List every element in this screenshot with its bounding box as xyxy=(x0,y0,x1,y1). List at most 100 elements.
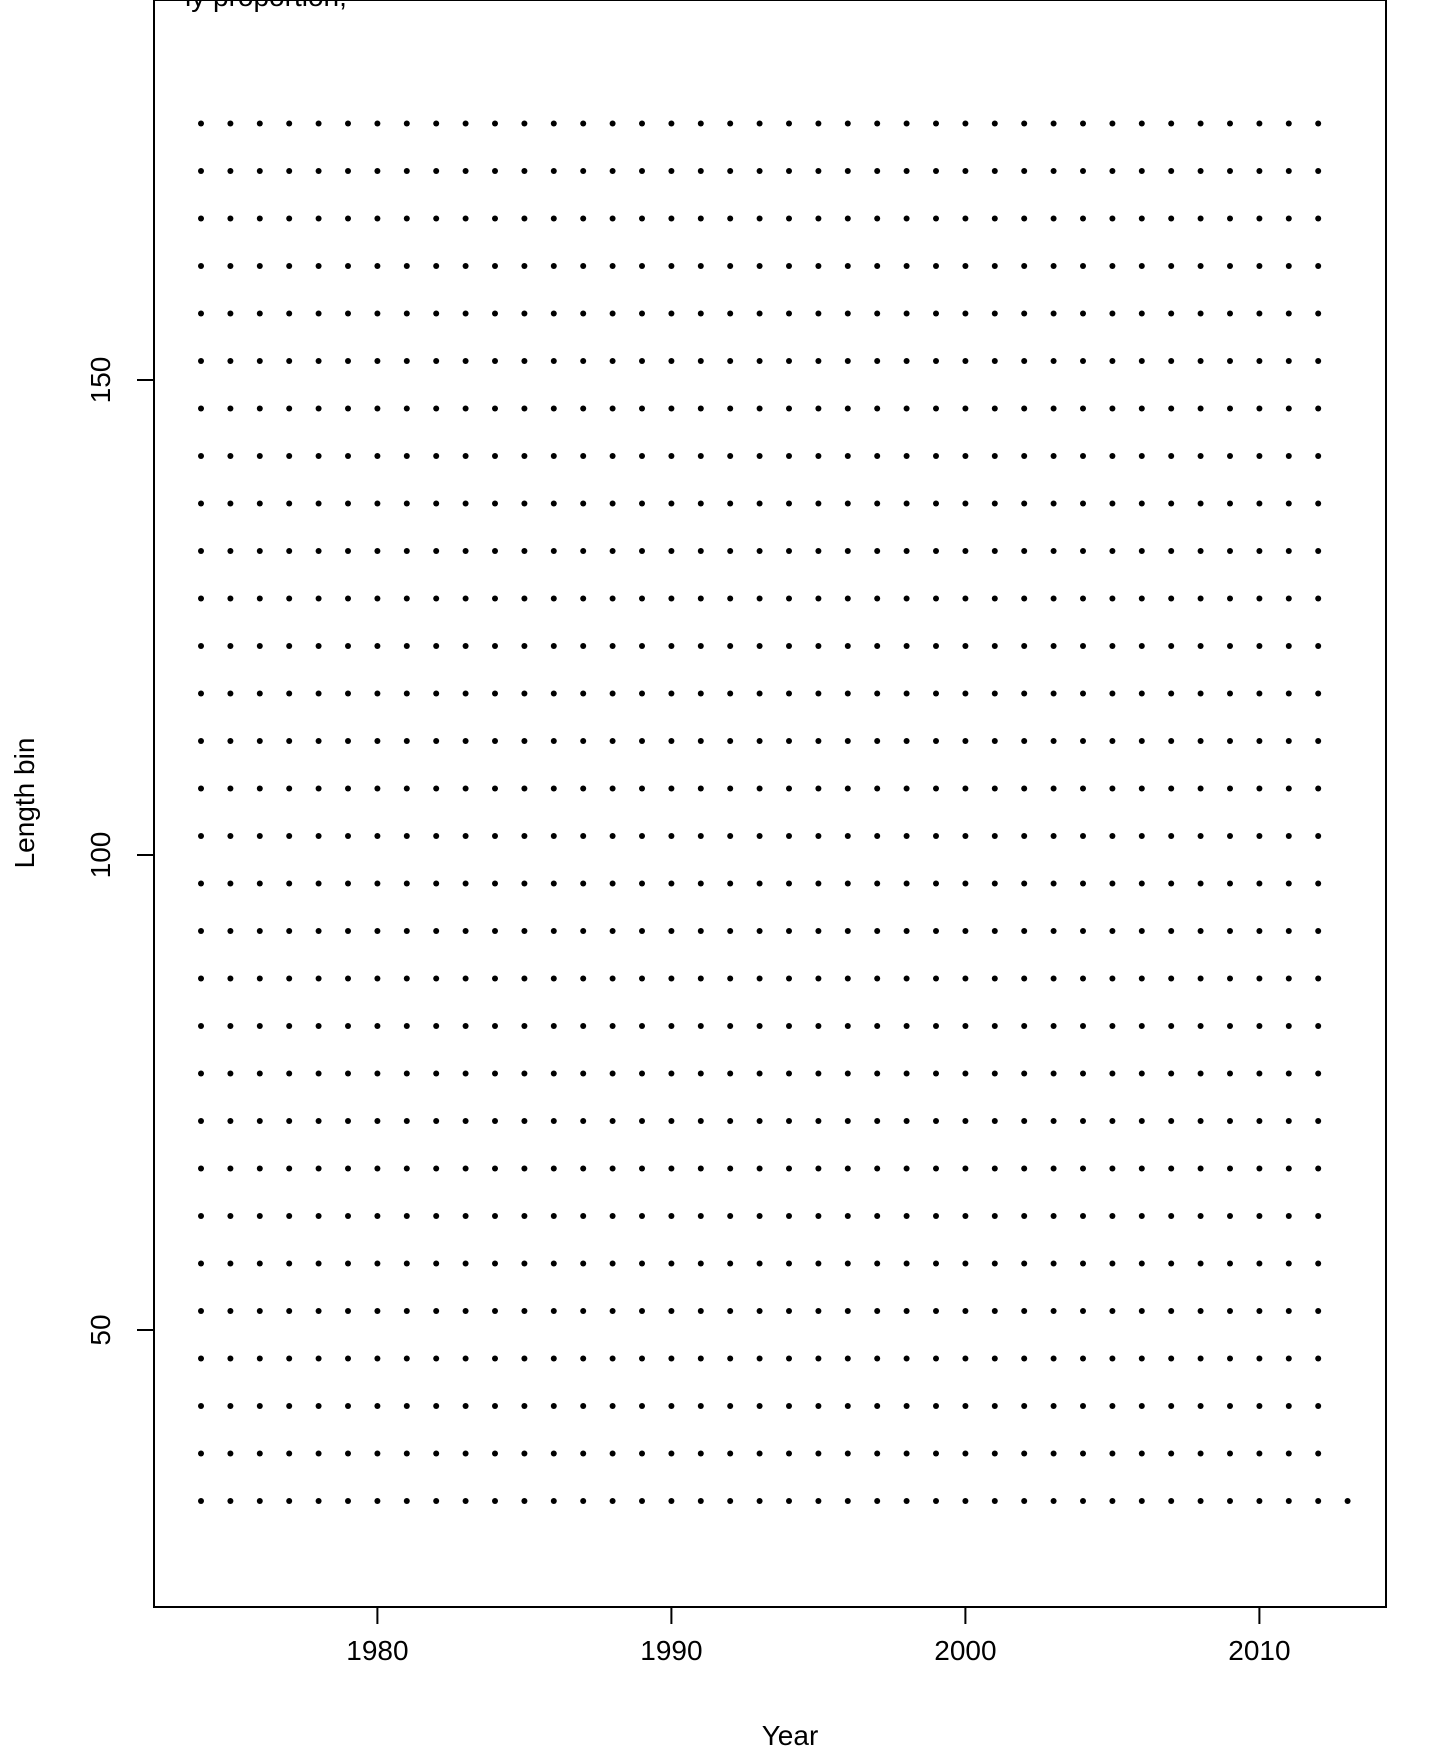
bubble-2009-172 xyxy=(1227,168,1233,174)
bubble-1995-167 xyxy=(815,215,822,222)
bubble-1980-57 xyxy=(374,1260,381,1267)
bubble-1995-92 xyxy=(815,928,822,934)
bubble-1987-77 xyxy=(580,1070,587,1077)
bubble-2003-117 xyxy=(1050,690,1057,697)
bubble-2009-177 xyxy=(1227,120,1233,127)
bubble-1997-107 xyxy=(874,785,881,792)
bubble-1995-102 xyxy=(815,833,822,839)
bubble-1981-82 xyxy=(403,1023,410,1029)
bubble-2003-172 xyxy=(1050,168,1057,174)
bubble-1986-132 xyxy=(550,548,557,554)
bubble-2005-102 xyxy=(1109,833,1116,839)
bubble-2008-152 xyxy=(1197,358,1204,364)
bubble-1991-82 xyxy=(697,1023,704,1029)
bubble-1975-167 xyxy=(227,215,234,222)
bubble-2005-157 xyxy=(1109,310,1116,317)
bubble-2000-42 xyxy=(962,1403,969,1409)
bubble-1984-32 xyxy=(492,1498,498,1504)
bubble-1983-157 xyxy=(462,310,469,317)
bubble-2005-67 xyxy=(1109,1165,1116,1172)
bubble-1984-82 xyxy=(492,1023,498,1029)
bubble-1995-172 xyxy=(815,168,822,174)
bubble-2007-52 xyxy=(1168,1308,1175,1314)
bubble-2007-47 xyxy=(1168,1355,1175,1362)
bubble-1976-112 xyxy=(256,738,263,744)
bubble-2000-142 xyxy=(962,453,969,459)
bubble-1986-137 xyxy=(550,500,557,507)
bubble-1997-132 xyxy=(874,548,881,554)
bubble-1995-107 xyxy=(815,785,822,792)
bubble-1990-177 xyxy=(668,120,675,127)
bubble-1974-147 xyxy=(198,405,204,412)
bubble-2001-82 xyxy=(991,1023,998,1029)
bubble-1987-52 xyxy=(580,1308,587,1314)
bubble-1974-82 xyxy=(198,1023,204,1029)
bubble-1980-152 xyxy=(374,358,381,364)
bubble-1988-97 xyxy=(609,880,616,887)
bubble-1975-97 xyxy=(227,880,234,887)
bubble-2011-87 xyxy=(1285,975,1292,982)
bubble-1976-142 xyxy=(256,453,263,459)
bubble-1998-177 xyxy=(903,120,910,127)
bubble-1984-137 xyxy=(492,500,498,507)
bubble-2007-72 xyxy=(1168,1118,1175,1124)
bubble-1984-112 xyxy=(492,738,498,744)
bubble-1994-102 xyxy=(786,833,792,839)
bubble-2012-162 xyxy=(1315,263,1322,269)
bubble-2003-37 xyxy=(1050,1450,1057,1457)
bubble-1998-57 xyxy=(903,1260,910,1267)
bubble-2007-112 xyxy=(1168,738,1175,744)
bubble-1982-177 xyxy=(433,120,440,127)
bubble-1993-92 xyxy=(756,928,763,934)
bubble-1991-112 xyxy=(697,738,704,744)
bubble-1974-47 xyxy=(198,1355,204,1362)
bubble-1975-172 xyxy=(227,168,234,174)
bubble-2004-132 xyxy=(1080,548,1086,554)
bubble-1998-47 xyxy=(903,1355,910,1362)
bubble-1980-142 xyxy=(374,453,381,459)
bubble-1992-37 xyxy=(727,1450,734,1457)
bubble-1994-52 xyxy=(786,1308,792,1314)
bubble-2007-172 xyxy=(1168,168,1175,174)
bubble-2008-67 xyxy=(1197,1165,1204,1172)
bubble-1982-167 xyxy=(433,215,440,222)
bubble-1980-47 xyxy=(374,1355,381,1362)
bubble-1985-42 xyxy=(521,1403,528,1409)
bubble-1997-32 xyxy=(874,1498,881,1504)
bubble-2011-142 xyxy=(1285,453,1292,459)
bubble-1980-102 xyxy=(374,833,381,839)
bubble-2012-102 xyxy=(1315,833,1322,839)
bubble-2004-157 xyxy=(1080,310,1086,317)
bubble-1998-142 xyxy=(903,453,910,459)
bubble-1988-57 xyxy=(609,1260,616,1267)
bubble-1985-87 xyxy=(521,975,528,982)
bubble-2005-122 xyxy=(1109,643,1116,649)
bubble-2011-37 xyxy=(1285,1450,1292,1457)
bubble-1989-67 xyxy=(639,1165,645,1172)
bubble-2007-92 xyxy=(1168,928,1175,934)
bubble-1986-147 xyxy=(550,405,557,412)
bubble-1999-32 xyxy=(933,1498,939,1504)
bubble-1986-42 xyxy=(550,1403,557,1409)
bubble-1990-117 xyxy=(668,690,675,697)
bubble-2004-82 xyxy=(1080,1023,1086,1029)
bubble-1999-162 xyxy=(933,263,939,269)
bubble-2001-67 xyxy=(991,1165,998,1172)
y-tick-label-50: 50 xyxy=(85,1314,116,1345)
bubble-1988-47 xyxy=(609,1355,616,1362)
bubble-1976-77 xyxy=(256,1070,263,1077)
bubble-2000-72 xyxy=(962,1118,969,1124)
bubble-2010-107 xyxy=(1256,785,1263,792)
bubble-1988-162 xyxy=(609,263,616,269)
bubble-1994-72 xyxy=(786,1118,792,1124)
bubble-1976-102 xyxy=(256,833,263,839)
bubble-1993-82 xyxy=(756,1023,763,1029)
bubble-1998-92 xyxy=(903,928,910,934)
bubble-2008-37 xyxy=(1197,1450,1204,1457)
bubble-1979-87 xyxy=(345,975,351,982)
bubble-1982-157 xyxy=(433,310,440,317)
bubble-2000-47 xyxy=(962,1355,969,1362)
bubble-2004-62 xyxy=(1080,1213,1086,1219)
bubble-2004-167 xyxy=(1080,215,1086,222)
bubble-2012-62 xyxy=(1315,1213,1322,1219)
